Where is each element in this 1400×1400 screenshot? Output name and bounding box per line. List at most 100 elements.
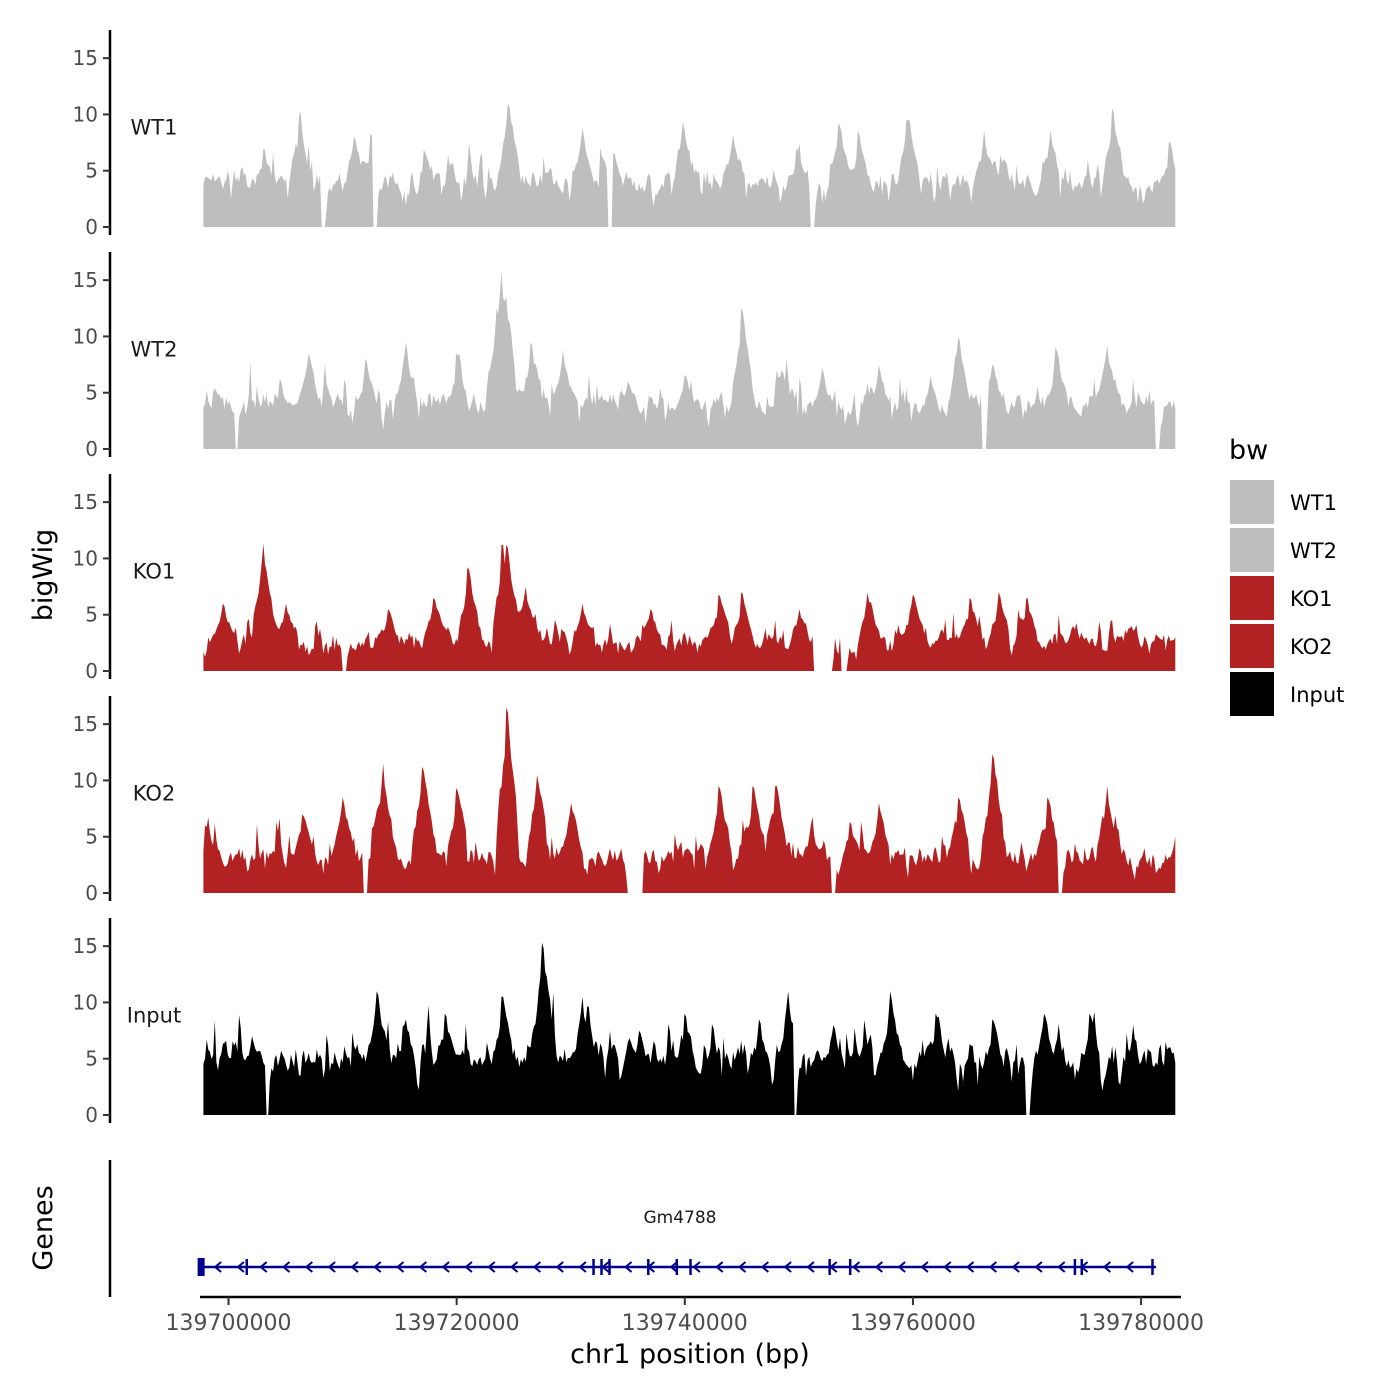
strand-arrow	[920, 1261, 929, 1273]
y-tick-label: 0	[85, 215, 98, 239]
y-tick-label: 0	[85, 659, 98, 683]
y-tick-label: 5	[85, 825, 98, 849]
exon-mark	[647, 1259, 650, 1275]
exon-mark	[1073, 1259, 1077, 1275]
strand-arrow	[692, 1261, 701, 1273]
legend-label-wt1: WT1	[1290, 491, 1337, 515]
legend-label-wt2: WT2	[1290, 539, 1337, 563]
legend-swatch-ko1	[1230, 576, 1274, 620]
strand-arrow	[509, 1261, 519, 1273]
strand-arrow	[874, 1261, 883, 1273]
exon-mark	[828, 1259, 831, 1275]
legend-label-input: Input	[1290, 683, 1344, 707]
y-tick-label: 10	[73, 546, 98, 570]
genes-track-title: Genes	[28, 1185, 59, 1270]
strand-arrow	[373, 1261, 382, 1273]
strand-arrow	[213, 1261, 222, 1273]
coverage-area-ko1	[203, 543, 1176, 671]
legend-swatch-wt1	[1230, 480, 1274, 524]
exon-mark	[689, 1259, 692, 1275]
y-tick-label: 15	[73, 268, 98, 292]
strand-arrow	[259, 1261, 268, 1273]
coverage-area-wt2	[203, 271, 1176, 449]
y-tick-label: 0	[85, 881, 98, 905]
legend-swatch-wt2	[1230, 528, 1274, 572]
strand-arrow	[532, 1261, 541, 1273]
track-label: KO2	[133, 782, 176, 806]
x-tick-label: 139700000	[166, 1311, 292, 1336]
strand-arrow	[760, 1261, 769, 1273]
strand-arrow	[783, 1261, 792, 1273]
strand-arrow	[487, 1261, 496, 1273]
y-tick-label: 0	[85, 1103, 98, 1127]
y-tick-label: 10	[73, 324, 98, 348]
strand-arrow	[851, 1261, 861, 1273]
coverage-area-ko2	[203, 707, 1176, 893]
strand-arrow	[965, 1261, 975, 1273]
strand-arrow	[1057, 1261, 1066, 1273]
strand-arrow	[327, 1261, 336, 1273]
y-tick-label: 5	[85, 1047, 98, 1071]
x-tick-label: 139780000	[1078, 1311, 1204, 1336]
strand-arrow	[669, 1261, 678, 1273]
legend-title: bw	[1229, 435, 1268, 466]
y-tick-label: 5	[85, 381, 98, 405]
strand-arrow	[943, 1261, 952, 1273]
strand-arrow	[418, 1261, 427, 1273]
strand-arrow	[1102, 1261, 1111, 1273]
legend-swatch-input	[1230, 672, 1274, 716]
exon-mark	[1151, 1259, 1154, 1275]
track-label: Input	[127, 1004, 181, 1028]
strand-arrow	[1125, 1261, 1134, 1273]
y-tick-label: 10	[73, 990, 98, 1014]
strand-arrow	[806, 1261, 815, 1273]
strand-arrow	[555, 1261, 564, 1273]
strand-arrow	[737, 1261, 747, 1273]
exon-mark	[197, 1258, 205, 1276]
track-label: WT2	[131, 338, 178, 362]
y-tick-label: 5	[85, 603, 98, 627]
exon-mark	[675, 1259, 679, 1275]
x-tick-label: 139740000	[622, 1311, 748, 1336]
strand-arrow	[988, 1261, 997, 1273]
strand-arrow	[395, 1261, 405, 1273]
y-tick-label: 5	[85, 159, 98, 183]
exon-mark	[1080, 1259, 1084, 1275]
coverage-area-input	[203, 942, 1176, 1115]
track-input: 0 5 10 15 Input	[73, 918, 1176, 1127]
gene-model	[197, 1258, 1156, 1276]
strand-arrow	[1034, 1261, 1043, 1273]
track-ko1: 0 5 10 15 KO1	[73, 474, 1176, 683]
x-axis-title: chr1 position (bp)	[570, 1339, 810, 1370]
legend: bw WT1 WT2 KO1 KO2 Input	[1229, 435, 1344, 716]
y-axis-title: bigWig	[28, 529, 59, 622]
strand-arrow	[1011, 1261, 1020, 1273]
strand-arrow	[715, 1261, 724, 1273]
strand-arrow	[464, 1261, 473, 1273]
y-tick-label: 10	[73, 102, 98, 126]
y-tick-label: 15	[73, 490, 98, 514]
track-ko2: 0 5 10 15 KO2	[73, 696, 1176, 905]
gene-label: Gm4788	[644, 1208, 717, 1228]
genes-track: Genes Gm4788	[28, 1160, 1156, 1297]
x-axis: 139700000 139720000 139740000 139760000 1397…	[166, 1295, 1204, 1336]
track-label: KO1	[133, 560, 176, 584]
coverage-tracks: 0 5 10 15 WT1 0 5 10 15 WT2 0 5 10 15 KO1 0 5 10 15 KO2 0 5 10…	[73, 30, 1176, 1127]
legend-label-ko2: KO2	[1290, 635, 1333, 659]
y-tick-label: 0	[85, 437, 98, 461]
x-tick-label: 139720000	[394, 1311, 520, 1336]
exon-mark	[245, 1259, 249, 1275]
strand-arrow	[623, 1261, 633, 1273]
strand-arrow	[281, 1261, 291, 1273]
strand-arrow	[236, 1261, 245, 1273]
strand-arrow	[350, 1261, 359, 1273]
exon-mark	[848, 1259, 852, 1275]
y-tick-label: 15	[73, 934, 98, 958]
strand-arrow	[897, 1261, 906, 1273]
strand-arrow	[441, 1261, 450, 1273]
exon-mark	[608, 1259, 611, 1275]
y-tick-label: 15	[73, 712, 98, 736]
legend-swatch-ko2	[1230, 624, 1274, 668]
x-tick-label: 139760000	[850, 1311, 976, 1336]
